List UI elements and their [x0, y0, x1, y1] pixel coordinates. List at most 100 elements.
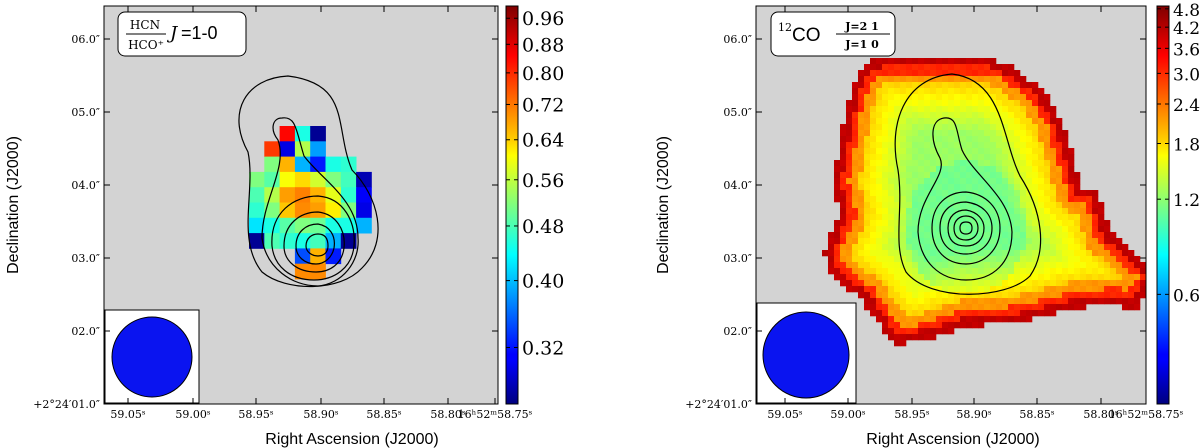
ratio-pixel — [960, 292, 967, 299]
ratio-pixel — [1038, 124, 1045, 131]
ratio-pixel — [894, 220, 901, 227]
ratio-pixel — [900, 256, 907, 263]
ratio-pixel — [876, 130, 883, 137]
ratio-pixel — [1014, 94, 1021, 101]
ratio-pixel — [1038, 298, 1045, 305]
ratio-pixel — [1062, 286, 1069, 293]
ratio-pixel — [936, 124, 943, 131]
ratio-pixel — [984, 244, 991, 251]
ratio-pixel — [846, 214, 853, 221]
y-tick-label: 05.0″ — [71, 106, 100, 119]
ratio-pixel — [1020, 88, 1027, 95]
ratio-pixel — [1026, 172, 1033, 179]
ratio-pixel — [900, 214, 907, 221]
ratio-pixel — [1050, 220, 1057, 227]
ratio-pixel — [930, 160, 937, 167]
ratio-pixel — [972, 292, 979, 299]
ratio-pixel — [864, 94, 871, 101]
ratio-pixel — [900, 304, 907, 311]
ratio-pixel — [900, 232, 907, 239]
ratio-pixel — [1116, 244, 1123, 251]
ratio-pixel — [279, 217, 296, 234]
ratio-pixel — [846, 244, 853, 251]
ratio-pixel — [1110, 286, 1117, 293]
ratio-pixel — [1050, 292, 1057, 299]
ratio-pixel — [852, 106, 859, 113]
axis-ticks: 59.05ˢ 59.00ˢ 58.95ˢ 58.90ˢ 58.85ˢ 58.80ˢ16ʰ5… — [33, 6, 533, 421]
ratio-pixel — [852, 100, 859, 107]
ratio-pixel — [1092, 232, 1099, 239]
ratio-pixel — [846, 262, 853, 269]
ratio-pixel — [1032, 160, 1039, 167]
ratio-pixel — [900, 316, 907, 323]
ratio-pixel — [942, 64, 949, 71]
ratio-pixel — [1068, 286, 1075, 293]
ratio-pixel — [960, 166, 967, 173]
ratio-pixel — [356, 217, 372, 234]
ratio-pixel — [960, 256, 967, 263]
ratio-pixel — [930, 268, 937, 275]
ratio-pixel — [960, 244, 967, 251]
ratio-pixel — [876, 154, 883, 161]
colorbar-tick-label: 0.40 — [522, 271, 564, 293]
ratio-pixel — [876, 316, 883, 323]
ratio-pixel — [948, 100, 955, 107]
ratio-pixel — [894, 82, 901, 89]
ratio-pixel — [978, 118, 985, 125]
ratio-pixel — [984, 190, 991, 197]
ratio-pixel — [1026, 100, 1033, 107]
ratio-pixel — [1044, 220, 1051, 227]
ratio-pixel — [912, 88, 919, 95]
ratio-pixel — [882, 310, 889, 317]
ratio-pixel — [1044, 94, 1051, 101]
ratio-pixel — [1122, 286, 1129, 293]
ratio-pixel — [1062, 166, 1069, 173]
ratio-pixel — [966, 70, 973, 77]
ratio-pixel — [1044, 208, 1051, 215]
ratio-pixel — [990, 274, 997, 281]
ratio-pixel — [1062, 298, 1069, 305]
ratio-pixel — [984, 100, 991, 107]
ratio-pixel — [966, 214, 973, 221]
ratio-pixel — [1002, 148, 1009, 155]
ratio-pixel — [918, 64, 925, 71]
ratio-pixel — [1002, 298, 1009, 305]
ratio-pixel — [840, 262, 847, 269]
ratio-pixel — [864, 178, 871, 185]
contour-line — [939, 201, 993, 255]
ratio-pixel — [990, 142, 997, 149]
ratio-pixel — [948, 172, 955, 179]
ratio-pixel — [1032, 118, 1039, 125]
ratio-pixel — [1056, 154, 1063, 161]
ratio-pixel — [990, 106, 997, 113]
ratio-pixel — [1056, 268, 1063, 275]
ratio-pixel — [1014, 82, 1021, 89]
ratio-pixel — [1008, 136, 1015, 143]
ratio-pixel — [996, 202, 1003, 209]
y-tick-label: 02.0″ — [71, 325, 100, 338]
ratio-pixel — [918, 334, 925, 341]
ratio-pixel — [1104, 250, 1111, 257]
ratio-pixel — [954, 322, 961, 329]
ratio-pixel — [1074, 226, 1081, 233]
ratio-pixel — [960, 298, 967, 305]
ratio-pixel — [1044, 190, 1051, 197]
ratio-pixel — [852, 88, 859, 95]
ratio-pixel — [882, 178, 889, 185]
ratio-pixel — [1026, 202, 1033, 209]
ratio-pixel — [882, 214, 889, 221]
ratio-pixel — [942, 154, 949, 161]
ratio-pixel — [948, 88, 955, 95]
ratio-pixel — [1062, 232, 1069, 239]
ratio-pixel — [876, 214, 883, 221]
ratio-pixel — [356, 171, 372, 188]
ratio-pixel — [1098, 286, 1105, 293]
ratio-pixel — [960, 76, 967, 83]
ratio-pixel — [840, 178, 847, 185]
ratio-pixel — [1038, 172, 1045, 179]
ratio-pixel — [942, 148, 949, 155]
ratio-pixel — [918, 214, 925, 221]
ratio-pixel — [990, 232, 997, 239]
ratio-pixel — [1068, 268, 1075, 275]
ratio-pixel — [264, 202, 280, 219]
